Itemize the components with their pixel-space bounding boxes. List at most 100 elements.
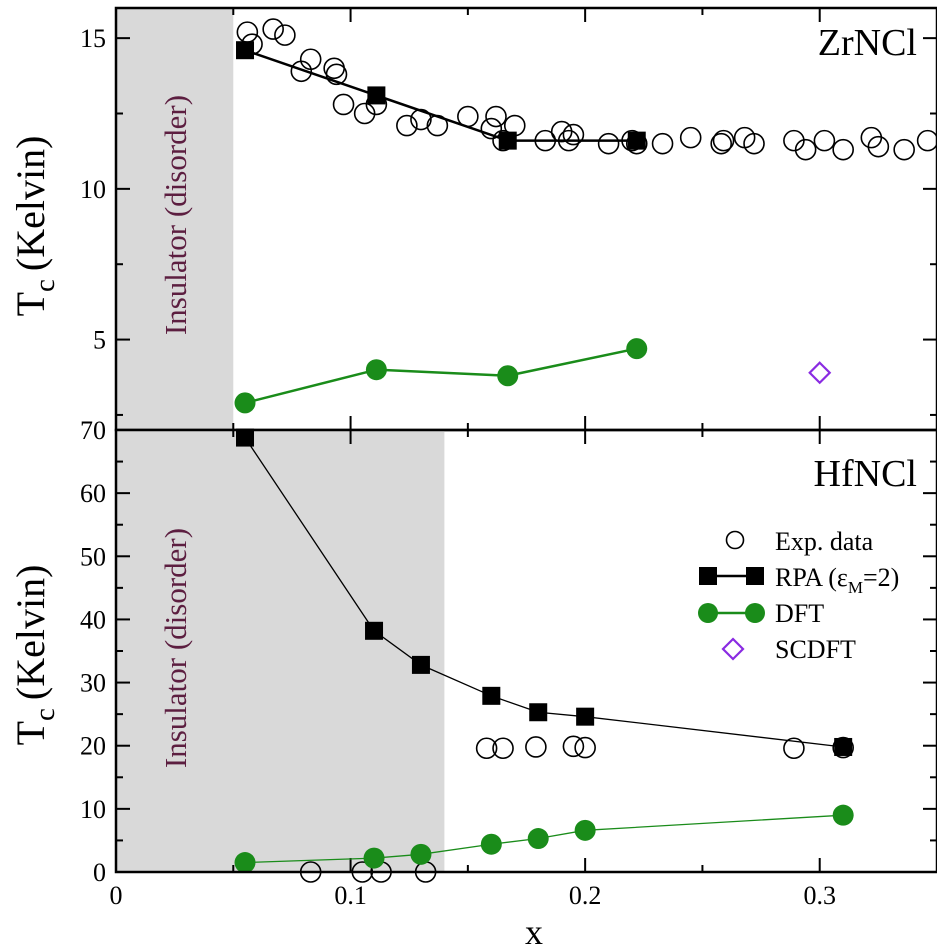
x-tick-label: 0.1: [334, 881, 367, 910]
rpa-point: [367, 86, 386, 105]
series-hfncl: [234, 428, 854, 883]
dft-point: [626, 338, 648, 360]
legend-marker-scdft: [721, 637, 745, 661]
axis-ticks-zrncl: [115, 8, 937, 430]
exp-point: [262, 18, 284, 40]
exp-point: [794, 138, 817, 161]
legend-label-exp: Exp. data: [775, 527, 874, 556]
exp-point: [236, 21, 259, 43]
exp-point: [353, 102, 376, 125]
y-axis-label-main: T: [8, 292, 53, 316]
rpa-point: [236, 428, 255, 447]
panel-label-zrncl: ZrNCl: [818, 22, 917, 64]
series-dft: [234, 338, 648, 414]
rpa-point: [482, 686, 501, 705]
y-tick-label: 10: [80, 175, 106, 204]
legend-marker-dft-right: [745, 603, 765, 623]
exp-point: [651, 132, 674, 155]
exp-point: [860, 126, 883, 149]
y-axis-label-sub: c: [29, 279, 61, 292]
panel-label-hfncl: HfNCl: [814, 453, 917, 495]
legend-entry-exp: Exp. data: [725, 527, 874, 556]
plot-frame-zrncl: [114, 6, 937, 432]
legend-label-rpa-sub: M: [848, 578, 863, 597]
legend-marker-exp: [725, 530, 745, 550]
dft-point: [480, 833, 502, 855]
exp-point: [893, 138, 915, 161]
y-axis-label-sub: c: [29, 708, 61, 721]
dft-line: [244, 347, 638, 405]
dft-point: [574, 819, 596, 841]
y-tick-label: 70: [80, 416, 106, 445]
legend: Exp. data RPA (εM=2) DFT SCDFT: [698, 527, 899, 664]
exp-point: [597, 132, 620, 155]
legend-label-rpa: RPA (εM=2): [775, 563, 899, 597]
legend-label-rpa-main: RPA (ε: [775, 563, 848, 592]
rpa-point: [365, 621, 384, 640]
insulator-label-zrncl: Insulator (disorder): [158, 95, 193, 335]
x-axis-label: x: [525, 912, 543, 946]
series-rpa: [236, 428, 853, 756]
legend-label-scdft: SCDFT: [775, 635, 856, 664]
axis-ticks-hfncl: [115, 429, 937, 873]
y-tick-label: 0: [93, 858, 106, 887]
y-tick-label: 20: [80, 732, 106, 761]
insulator-region-hfncl: [116, 430, 445, 872]
plot-frame-hfncl: [114, 428, 937, 874]
dft-point: [365, 359, 387, 381]
x-tick-label: 0.2: [569, 881, 602, 910]
exp-point: [525, 736, 547, 758]
y-tick-label: 15: [80, 24, 106, 53]
exp-point: [832, 138, 854, 161]
series-dft: [234, 804, 854, 874]
y-tick-label: 40: [80, 605, 106, 634]
legend-label-rpa-tail: =2): [863, 563, 899, 592]
exp-point: [679, 126, 702, 149]
dft-point: [363, 847, 385, 869]
rpa-point: [576, 707, 595, 726]
legend-entry-rpa: RPA (εM=2): [699, 563, 899, 597]
exp-point: [396, 114, 418, 137]
y-tick-labels-zrncl: 5 10 15: [80, 24, 106, 354]
exp-point: [712, 129, 735, 152]
y-tick-label: 5: [93, 326, 106, 355]
exp-point: [274, 24, 296, 46]
rpa-point: [834, 737, 853, 756]
exp-point: [332, 93, 355, 116]
rpa-point: [498, 131, 517, 150]
y-axis-label-unit: (Kelvin): [8, 136, 53, 272]
legend-entry-scdft: SCDFT: [721, 635, 856, 664]
dft-point: [527, 828, 549, 850]
exp-point: [325, 63, 348, 86]
legend-marker-dft-left: [698, 603, 718, 623]
series-rpa: [236, 41, 646, 150]
exp-point: [832, 736, 854, 759]
exp-point: [550, 120, 573, 143]
insulator-region-zrncl: [116, 8, 234, 430]
y-axis-label-zrncl: Tc (Kelvin): [8, 136, 61, 317]
exp-point: [867, 135, 890, 158]
scdft-point: [808, 361, 832, 385]
exp-point: [574, 736, 596, 759]
y-tick-labels-hfncl: 0 10 20 30 40 50 60 70: [80, 416, 106, 887]
dft-point: [410, 843, 432, 865]
panel-hfncl: Insulator (disorder) HfNCl 0 10 20 30 40 50 60…: [8, 416, 937, 946]
dft-point: [234, 392, 256, 414]
series-zrncl: [234, 18, 937, 414]
y-tick-label: 10: [80, 795, 106, 824]
y-tick-label: 30: [80, 669, 106, 698]
exp-point: [562, 735, 585, 758]
legend-label-dft: DFT: [775, 599, 824, 628]
legend-marker-rpa-left: [699, 567, 717, 585]
dft-point: [234, 852, 256, 874]
rpa-line: [244, 49, 637, 142]
rpa-point: [627, 131, 646, 150]
x-tick-label: 0.3: [803, 881, 836, 910]
panel-zrncl: Insulator (disorder) ZrNCl 5 10 15 Tc (Kelv…: [8, 6, 937, 432]
exp-point: [485, 105, 507, 128]
exp-point: [743, 132, 765, 155]
exp-point: [562, 123, 585, 146]
exp-point: [492, 737, 514, 760]
exp-point: [299, 48, 322, 71]
